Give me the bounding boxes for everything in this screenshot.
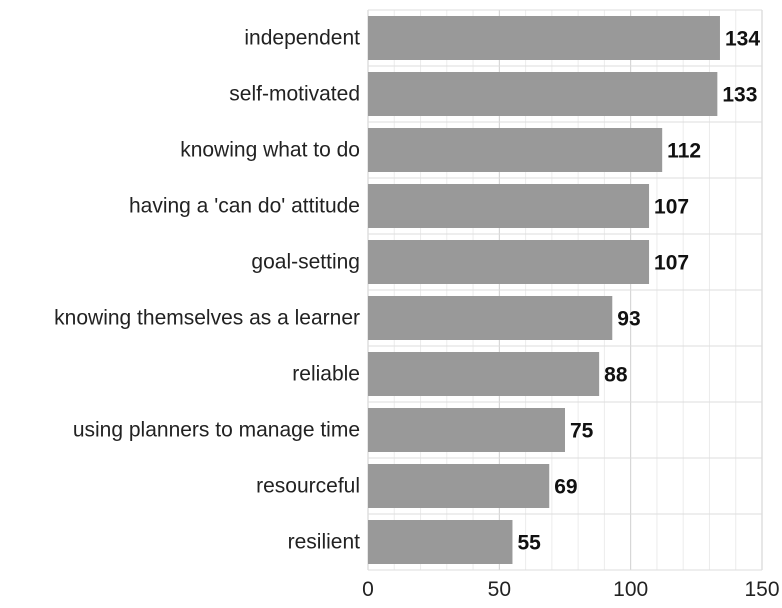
bar — [368, 520, 513, 564]
bar — [368, 464, 550, 508]
bar — [368, 240, 650, 284]
bar — [368, 296, 613, 340]
category-label: knowing themselves as a learner — [54, 307, 360, 330]
x-tick-label: 100 — [613, 578, 648, 601]
category-label: reliable — [292, 363, 360, 386]
category-label: self-motivated — [229, 83, 360, 106]
value-label: 107 — [654, 252, 689, 275]
value-label: 75 — [570, 420, 594, 443]
category-label: knowing what to do — [180, 139, 360, 162]
bar — [368, 408, 565, 452]
value-label: 107 — [654, 196, 689, 219]
x-axis-ticks: 0 50 100 150 — [362, 578, 779, 601]
x-tick-label: 50 — [488, 578, 511, 601]
value-label: 88 — [604, 364, 628, 387]
bar — [368, 352, 600, 396]
value-label: 112 — [667, 140, 701, 163]
value-label: 133 — [722, 84, 757, 107]
x-tick-label: 0 — [362, 578, 374, 601]
category-label: resilient — [288, 531, 361, 554]
value-label: 69 — [554, 476, 577, 499]
category-label: having a 'can do' attitude — [129, 195, 360, 218]
category-label: goal-setting — [251, 251, 360, 274]
category-label: independent — [244, 27, 360, 50]
value-label: 55 — [517, 532, 541, 555]
value-labels: 134 133 112 107 107 93 88 75 69 55 — [517, 28, 760, 555]
value-label: 134 — [725, 28, 760, 51]
value-label: 93 — [617, 308, 640, 331]
category-label: using planners to manage time — [73, 419, 360, 442]
bar — [368, 72, 718, 116]
bar — [368, 184, 650, 228]
bar — [368, 16, 720, 60]
category-labels: independent self-motivated knowing what to… — [54, 27, 360, 554]
bar — [368, 128, 663, 172]
x-tick-label: 150 — [744, 578, 779, 601]
bars — [368, 16, 720, 564]
category-label: resourceful — [256, 475, 360, 498]
